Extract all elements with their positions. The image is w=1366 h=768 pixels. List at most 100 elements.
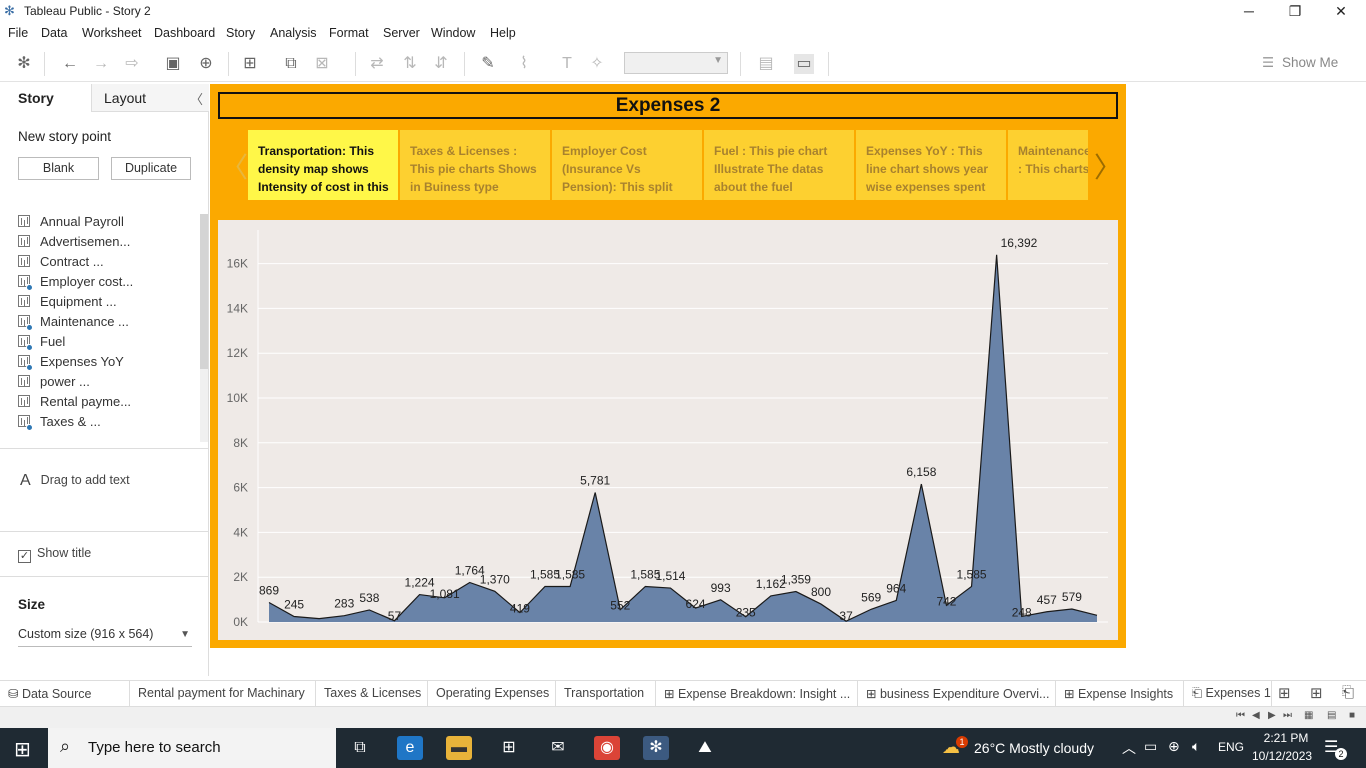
story-point-employer-cost[interactable]: Employer Cost (Insurance Vs Pension): Th…: [552, 130, 702, 200]
clear-sheet-icon[interactable]: ⊠: [315, 55, 329, 72]
store-icon[interactable]: ⊞: [502, 739, 516, 756]
clock-date[interactable]: 10/12/2023: [1252, 749, 1313, 763]
language-indicator[interactable]: ENG: [1218, 740, 1245, 754]
sheet-item-taxes[interactable]: Taxes & ...: [18, 414, 101, 432]
sheet-item-power[interactable]: power ...: [18, 374, 90, 392]
sort-ascending-icon[interactable]: ⇅: [403, 55, 417, 72]
menu-story[interactable]: Story: [226, 26, 256, 40]
swap-icon[interactable]: ⇄: [370, 55, 384, 72]
menu-help[interactable]: Help: [490, 26, 516, 40]
story-point-transportation[interactable]: Transportation: This density map shows I…: [248, 130, 398, 200]
taskbar-search[interactable]: ⌕ Type here to search: [48, 728, 336, 768]
restore-button[interactable]: ❐: [1288, 3, 1302, 19]
next-sheet-icon[interactable]: ▶: [1268, 710, 1276, 721]
weather-icon[interactable]: ☁: [942, 737, 960, 757]
sheet-item-employer-cost[interactable]: Employer cost...: [18, 274, 133, 292]
sheet-item-contract[interactable]: Contract ...: [18, 254, 104, 272]
tab-expenses-1[interactable]: ⎗ Expenses 1: [1184, 681, 1272, 707]
tab-layout[interactable]: Layout 〈: [92, 84, 209, 112]
volume-icon[interactable]: 🔈︎: [1192, 738, 1201, 754]
sheet-item-rental-payment[interactable]: Rental payme...: [18, 394, 131, 412]
notifications-icon[interactable]: ☰: [1324, 739, 1339, 756]
duplicate-button[interactable]: Duplicate: [111, 157, 191, 180]
replay-icon[interactable]: ⇨: [125, 55, 139, 72]
previous-sheet-icon[interactable]: ◀: [1252, 710, 1260, 721]
new-worksheet-icon[interactable]: ⊞: [243, 55, 257, 72]
show-hidden-icons-icon[interactable]: ︿: [1122, 740, 1136, 756]
tab-taxes-licenses[interactable]: Taxes & Licenses: [316, 681, 428, 707]
tab-transportation[interactable]: Transportation: [556, 681, 656, 707]
sheet-item-maintenance[interactable]: Maintenance ...: [18, 314, 129, 332]
minimize-button[interactable]: ─: [1244, 3, 1254, 19]
new-story-tab-icon[interactable]: ⎗: [1342, 684, 1355, 701]
sheet-item-expenses-yoy[interactable]: Expenses YoY: [18, 354, 124, 372]
story-point-maintenance[interactable]: Maintenance Buildings : This charts show: [1008, 130, 1088, 200]
scrollbar-thumb[interactable]: [200, 214, 208, 369]
battery-icon[interactable]: ▭: [1144, 738, 1158, 754]
tabs-view-icon[interactable]: ■: [1349, 710, 1356, 721]
fit-selector[interactable]: ▼: [624, 52, 728, 74]
menu-worksheet[interactable]: Worksheet: [82, 26, 142, 40]
tab-operating-expenses[interactable]: Operating Expenses: [428, 681, 556, 707]
last-sheet-icon[interactable]: ⏭: [1283, 710, 1292, 721]
clock-time[interactable]: 2:21 PM: [1263, 731, 1309, 745]
checkbox-checked-icon[interactable]: ✓: [18, 550, 31, 563]
redo-icon[interactable]: →: [93, 55, 109, 72]
menu-analysis[interactable]: Analysis: [270, 26, 317, 40]
sheet-item-fuel[interactable]: Fuel: [18, 334, 65, 352]
menu-window[interactable]: Window: [431, 26, 476, 40]
undo-icon[interactable]: ←: [62, 55, 78, 72]
tableau-app-icon[interactable]: ✻: [643, 736, 669, 760]
show-me-button[interactable]: ☰ Show Me: [1262, 55, 1338, 71]
pin-icon[interactable]: ✧: [590, 55, 604, 72]
close-button[interactable]: ✕: [1335, 3, 1347, 19]
network-icon[interactable]: ⊕: [1168, 738, 1180, 754]
new-dashboard-tab-icon[interactable]: ⊞: [1310, 685, 1323, 702]
previous-point-arrow-icon[interactable]: 〈: [220, 152, 249, 183]
tab-rental-payment[interactable]: Rental payment for Machinary: [130, 681, 316, 707]
sheet-item-annual-payroll[interactable]: Annual Payroll: [18, 214, 124, 232]
sort-descending-icon[interactable]: ⇵: [434, 55, 448, 72]
file-explorer-icon[interactable]: ▬: [446, 736, 472, 760]
weather-text[interactable]: 26°C Mostly cloudy: [974, 740, 1094, 756]
story-point-expenses-yoy[interactable]: Expenses YoY : This line chart shows yea…: [856, 130, 1006, 200]
tab-expense-insights[interactable]: ⊞ Expense Insights: [1056, 681, 1184, 707]
show-cards-icon[interactable]: ▤: [758, 55, 774, 72]
first-sheet-icon[interactable]: ⏮: [1236, 710, 1245, 721]
sheet-item-equipment[interactable]: Equipment ...: [18, 294, 117, 312]
task-view-icon[interactable]: ⧉: [354, 739, 366, 756]
menu-data[interactable]: Data: [41, 26, 68, 40]
tableau-home-icon[interactable]: ✻: [17, 55, 31, 72]
duplicate-icon[interactable]: ⧉: [285, 55, 297, 72]
tab-business-expenditure[interactable]: ⊞ business Expenditure Overvi...: [858, 681, 1056, 707]
new-worksheet-tab-icon[interactable]: ⊞: [1278, 685, 1291, 702]
next-point-arrow-icon[interactable]: 〉: [1094, 152, 1123, 183]
drag-to-add-text[interactable]: A Drag to add text: [20, 472, 130, 489]
sheet-sorter-view-icon[interactable]: ▦: [1304, 710, 1314, 721]
menu-file[interactable]: File: [8, 26, 29, 40]
blank-button[interactable]: Blank: [18, 157, 99, 180]
collapse-chevron-icon[interactable]: 〈: [189, 92, 203, 107]
chrome-browser-icon[interactable]: ◉: [594, 736, 620, 760]
highlight-icon[interactable]: ✎: [481, 55, 495, 72]
edge-browser-icon[interactable]: e: [397, 736, 423, 760]
photos-icon[interactable]: ⛰: [698, 739, 712, 756]
tab-story[interactable]: Story: [0, 84, 92, 112]
story-point-fuel[interactable]: Fuel : This pie chart Illustrate The dat…: [704, 130, 854, 200]
sheet-list-scrollbar[interactable]: [200, 214, 208, 442]
menu-format[interactable]: Format: [329, 26, 369, 40]
filmstrip-view-icon[interactable]: ▤: [1327, 710, 1337, 721]
save-icon[interactable]: ▣: [165, 55, 181, 72]
group-icon[interactable]: ⌇: [520, 55, 528, 72]
size-dropdown[interactable]: Custom size (916 x 564) ▼: [18, 627, 192, 647]
tab-expense-breakdown[interactable]: ⊞ Expense Breakdown: Insight ...: [656, 681, 858, 707]
show-title-checkbox[interactable]: ✓ Show title: [18, 546, 92, 563]
windows-start-icon[interactable]: ⊞: [14, 739, 31, 761]
tab-data-source[interactable]: ⛁ Data Source: [0, 681, 130, 707]
menu-server[interactable]: Server: [383, 26, 420, 40]
mail-icon[interactable]: ✉: [551, 739, 565, 756]
label-icon[interactable]: T: [562, 55, 572, 72]
presentation-mode-icon[interactable]: ▭: [794, 54, 814, 74]
story-point-taxes[interactable]: Taxes & Licenses : This pie charts Shows…: [400, 130, 550, 200]
add-datasource-icon[interactable]: ⊕: [199, 55, 213, 72]
